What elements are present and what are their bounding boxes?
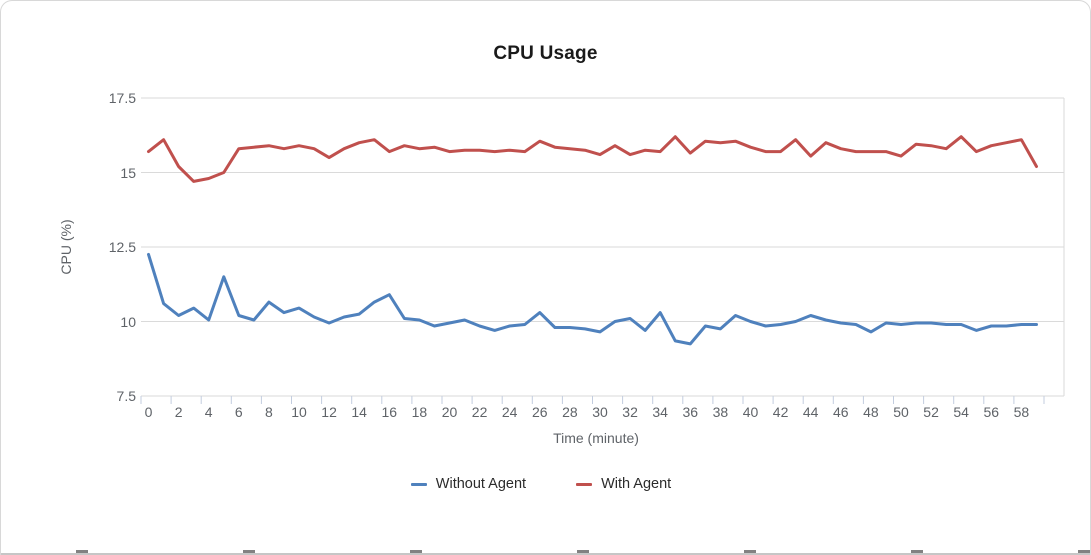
x-tick-label: 24 — [501, 404, 518, 420]
x-tick-label: 44 — [802, 404, 819, 420]
y-tick-label: 12.5 — [108, 239, 136, 255]
x-tick-label: 56 — [983, 404, 1000, 420]
x-tick-label: 58 — [1013, 404, 1030, 420]
legend-item: With Agent — [576, 476, 671, 492]
x-tick-label: 2 — [174, 404, 183, 420]
x-tick-label: 18 — [411, 404, 428, 420]
x-tick-label: 54 — [953, 404, 969, 420]
x-tick-label: 46 — [833, 404, 849, 420]
x-tick-label: 12 — [321, 404, 337, 420]
legend-item: Without Agent — [410, 476, 527, 492]
legend-label: Without Agent — [435, 476, 527, 492]
legend-dash-icon — [410, 482, 427, 486]
x-tick-label: 34 — [652, 404, 668, 420]
chart-title: CPU Usage — [493, 43, 598, 64]
x-tick-label: 38 — [712, 404, 729, 420]
legend-dash-icon — [576, 482, 593, 486]
x-tick-label: 4 — [204, 404, 213, 420]
y-tick-label: 10 — [120, 313, 136, 330]
x-axis-title: Time (minute) — [553, 430, 639, 446]
x-tick-label: 14 — [351, 404, 367, 420]
x-tick-label: 16 — [381, 404, 398, 420]
y-tick-label: 17.5 — [108, 90, 136, 106]
clipped-content-strip — [1, 548, 1090, 555]
x-tick-label: 6 — [234, 404, 243, 420]
x-tick-label: 52 — [923, 404, 939, 420]
clipped-content-marks — [1, 550, 1090, 553]
x-tick-label: 48 — [863, 404, 879, 420]
x-tick-label: 36 — [682, 404, 699, 420]
y-tick-label: 15 — [120, 164, 136, 181]
x-tick-label: 10 — [291, 404, 307, 420]
y-tick-label: 7.5 — [116, 388, 136, 404]
y-axis-title: CPU (%) — [58, 219, 74, 275]
x-tick-label: 32 — [622, 404, 638, 420]
x-tick-label: 50 — [893, 404, 909, 420]
x-tick-label: 22 — [471, 404, 488, 420]
x-tick-label: 20 — [441, 404, 458, 420]
x-tick-label: 28 — [562, 404, 578, 420]
x-tick-label: 8 — [264, 404, 273, 420]
x-tick-label: 42 — [772, 404, 789, 420]
x-tick-label: 40 — [742, 404, 759, 420]
series-line-with-agent — [147, 135, 1038, 183]
x-tick-label: 26 — [532, 404, 548, 420]
legend: Without Agent With Agent — [1, 476, 1081, 492]
x-tick-label: 0 — [144, 404, 153, 420]
legend-label: With Agent — [601, 476, 672, 492]
series-line-without-agent — [147, 252, 1038, 346]
x-tick-label: 30 — [592, 404, 608, 420]
